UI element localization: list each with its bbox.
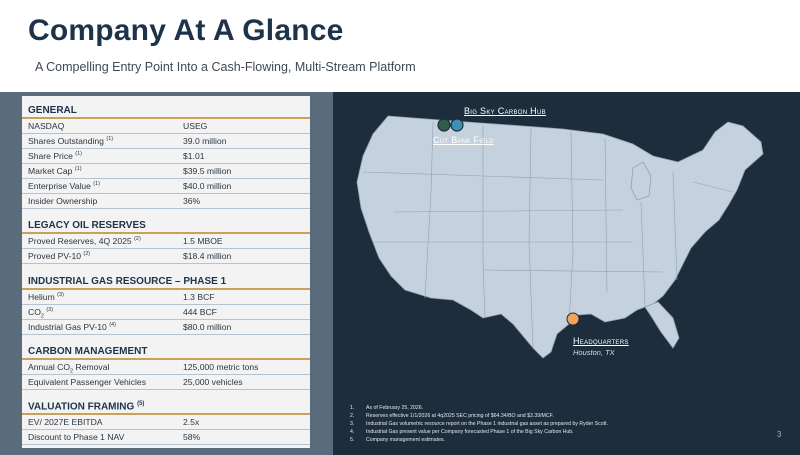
page-title: Company At A Glance (28, 14, 344, 47)
row-label: Enterprise Value (1) (28, 181, 101, 191)
table-row: EV/ 2027E EBITDA 2.5x (22, 415, 310, 430)
table-row: CO2 (3) 444 BCF (22, 305, 310, 320)
us-map (356, 115, 764, 359)
big-sky-carbon-hub-marker[interactable] (450, 118, 464, 132)
row-label: Shares Outstanding (1) (28, 136, 114, 146)
table-row: Discount to Phase 1 NAV 58% (22, 430, 310, 445)
section-rule (22, 358, 310, 360)
section-title-general: GENERAL (28, 105, 77, 116)
table-row: NASDAQ USEG (22, 119, 310, 134)
cut-bank-field-label: Cut Bank Field (433, 135, 494, 145)
section-title-carbon-management: CARBON MANAGEMENT (28, 346, 148, 357)
footnote: 5. Company management estimates. (350, 437, 446, 443)
section-rule (22, 232, 310, 234)
table-row: Equivalent Passenger Vehicles 25,000 veh… (22, 375, 310, 390)
footnotes: 1. As of February 25, 2026. 2. Reserves ef… (350, 404, 780, 444)
section-title-valuation-framing: VALUATION FRAMING (5) (28, 401, 145, 413)
row-value: 36% (183, 196, 201, 206)
row-label: Proved Reserves, 4Q 2025 (2) (28, 236, 141, 246)
section-title-legacy-oil-reserves: LEGACY OIL RESERVES (28, 220, 146, 231)
page-number: 3 (777, 430, 782, 439)
row-value: 1.5 MBOE (183, 236, 223, 246)
row-value: $39.5 million (183, 166, 232, 176)
table-row: Proved Reserves, 4Q 2025 (2) 1.5 MBOE (22, 234, 310, 249)
row-label: CO2 (3) (28, 307, 54, 320)
row-value: $80.0 million (183, 322, 232, 332)
row-value: 125,000 metric tons (183, 362, 259, 372)
row-value: $18.4 million (183, 251, 232, 261)
table-row: Market Cap (1) $39.5 million (22, 164, 310, 179)
row-value: USEG (183, 121, 208, 131)
company-facts-table: GENERAL NASDAQ USEG Shares Outstanding (… (22, 96, 310, 448)
section-rule (22, 288, 310, 290)
table-row: Share Price (1) $1.01 (22, 149, 310, 164)
row-value: 58% (183, 432, 201, 442)
footnote: 1. As of February 25, 2026. (350, 405, 424, 411)
section-title-industrial-gas: INDUSTRIAL GAS RESOURCE – PHASE 1 (28, 276, 227, 287)
us-land-shape (356, 115, 764, 359)
row-value: $40.0 million (183, 181, 232, 191)
row-value: 25,000 vehicles (183, 377, 243, 387)
table-row: Shares Outstanding (1) 39.0 million (22, 134, 310, 149)
table-row: Industrial Gas PV-10 (4) $80.0 million (22, 320, 310, 335)
page-subtitle: A Compelling Entry Point Into a Cash-Flo… (35, 60, 416, 74)
row-label: Equivalent Passenger Vehicles (28, 377, 147, 387)
row-label: Industrial Gas PV-10 (4) (28, 322, 116, 332)
row-label: Market Cap (1) (28, 166, 82, 176)
row-label: Helium (3) (28, 292, 64, 302)
headquarters-city: Houston, TX (573, 348, 615, 357)
table-row: Annual CO2 Removal 125,000 metric tons (22, 360, 310, 375)
headquarters-label: Headquarters (573, 336, 629, 346)
row-value: 1.3 BCF (183, 292, 215, 302)
row-label: Discount to Phase 1 NAV (28, 432, 125, 442)
us-map-panel: Big Sky Carbon Hub Cut Bank Field Headqu… (333, 92, 800, 455)
row-value: $1.01 (183, 151, 205, 161)
row-label: EV/ 2027E EBITDA (28, 417, 103, 427)
table-row: Proved PV-10 (2) $18.4 million (22, 249, 310, 264)
table-row: Helium (3) 1.3 BCF (22, 290, 310, 305)
footnote: 2. Reserves effective 1/1/2026 at 4q2025 … (350, 413, 554, 419)
row-label: NASDAQ (28, 121, 65, 131)
section-rule (22, 413, 310, 415)
cut-bank-marker[interactable] (437, 118, 451, 132)
row-value: 2.5x (183, 417, 200, 427)
row-value: 444 BCF (183, 307, 217, 317)
table-row: Enterprise Value (1) $40.0 million (22, 179, 310, 194)
row-label: Annual CO2 Removal (28, 362, 110, 375)
row-label: Insider Ownership (28, 196, 98, 206)
row-value: 39.0 million (183, 136, 227, 146)
headquarters-marker[interactable] (566, 312, 580, 326)
table-row: Insider Ownership 36% (22, 194, 310, 209)
state-border-lines (362, 121, 734, 349)
footnote: 4. Industrial Gas present value per Compa… (350, 429, 574, 435)
row-label: Proved PV-10 (2) (28, 251, 91, 261)
section-rule (22, 117, 310, 119)
big-sky-carbon-hub-label: Big Sky Carbon Hub (464, 106, 546, 116)
footnote: 3. Industrial Gas volumetric resource rep… (350, 421, 608, 427)
row-label: Share Price (1) (28, 151, 83, 161)
